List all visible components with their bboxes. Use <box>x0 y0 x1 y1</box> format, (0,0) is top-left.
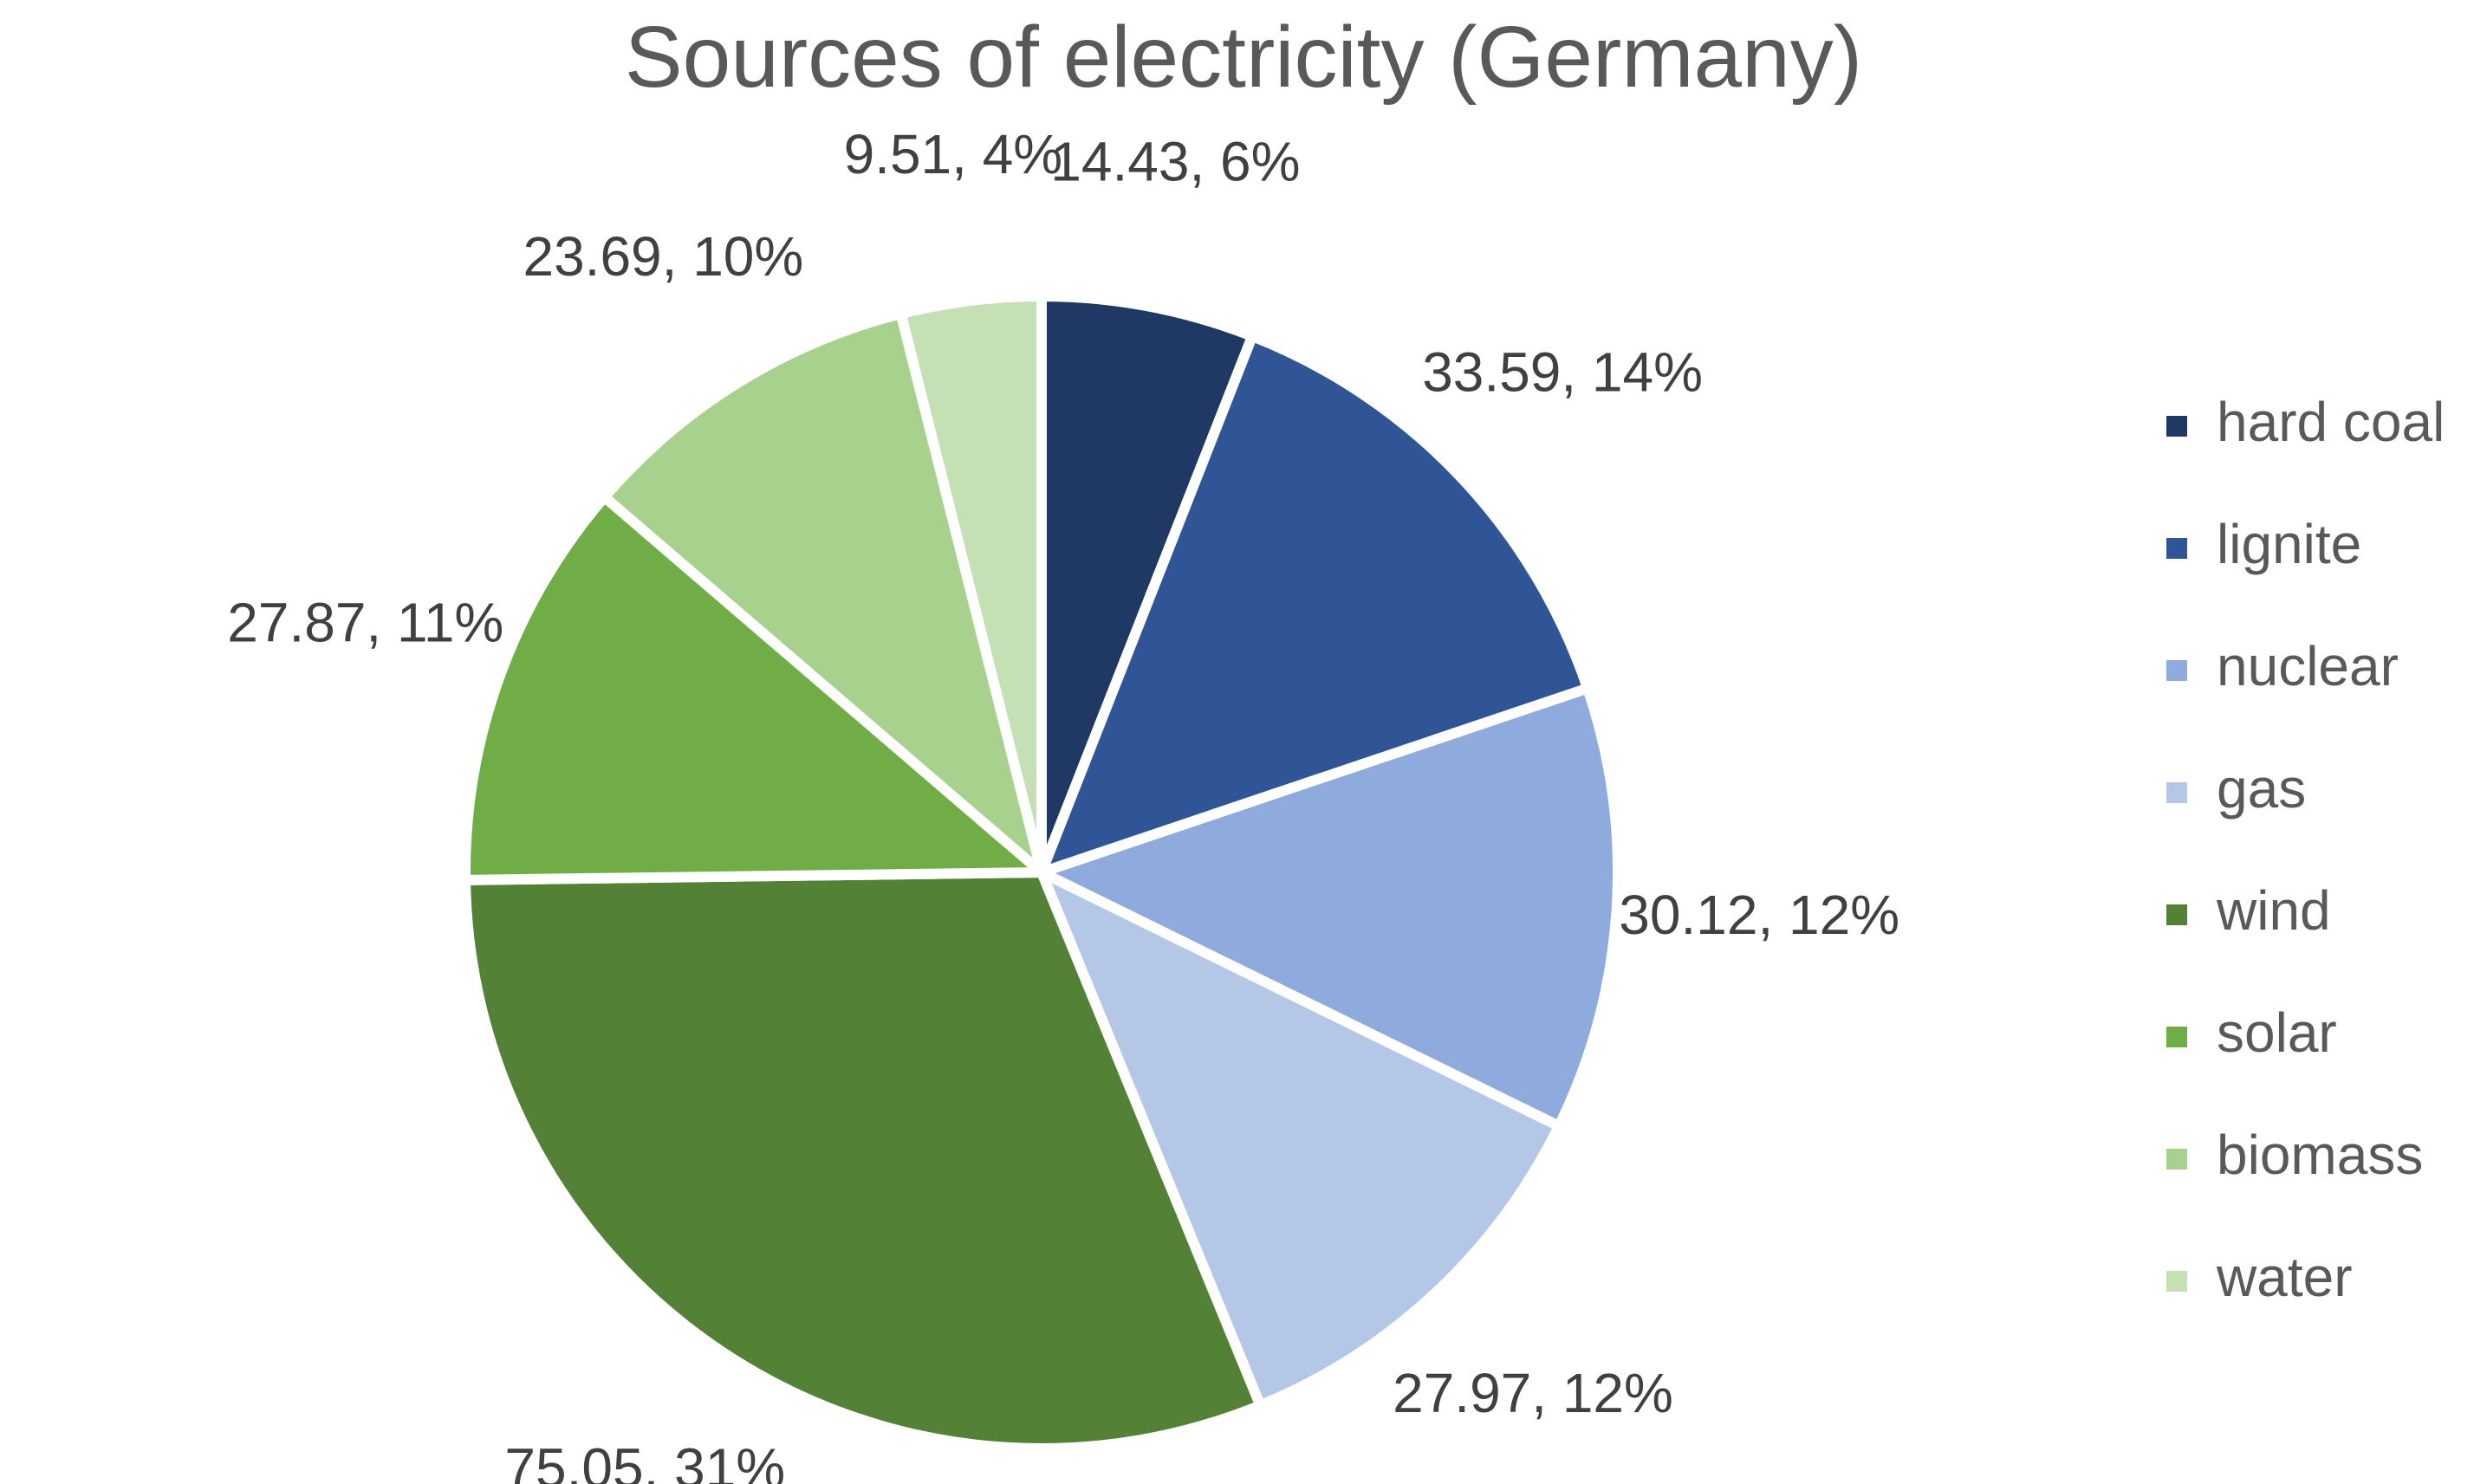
legend-label-gas: gas <box>2217 757 2306 820</box>
legend-swatch-water <box>2166 1271 2187 1292</box>
legend-swatch-solar <box>2166 1027 2187 1047</box>
data-label-wind: 75.05, 31% <box>504 1436 785 1484</box>
legend-item-solar: solar <box>2166 1001 2337 1064</box>
legend-label-wind: wind <box>2216 879 2331 942</box>
pie-slice-wind <box>460 867 1266 1454</box>
legend-item-wind: wind <box>2166 879 2331 942</box>
pie-slice-water <box>895 291 1047 878</box>
pie-slice-gas <box>1036 867 1565 1411</box>
data-label-lignite: 33.59, 14% <box>1422 341 1703 404</box>
data-label-gas: 27.97, 12% <box>1393 1362 1673 1424</box>
legend-label-solar: solar <box>2217 1001 2337 1064</box>
legend-swatch-biomass <box>2166 1149 2187 1170</box>
legend-swatch-hard-coal <box>2166 416 2187 437</box>
legend-item-gas: gas <box>2166 757 2306 820</box>
legend-swatch-gas <box>2166 782 2187 803</box>
data-labels: 14.43, 6% 33.59, 14% 30.12, 12% 27.97, 12% 7… <box>227 123 1899 1484</box>
pie-slices <box>460 291 1623 1454</box>
legend-item-nuclear: nuclear <box>2166 635 2399 697</box>
data-label-hard-coal: 14.43, 6% <box>1050 130 1300 192</box>
legend-label-water: water <box>2216 1246 2353 1308</box>
pie-slice-lignite <box>1036 331 1594 878</box>
legend-label-biomass: biomass <box>2217 1124 2423 1186</box>
pie-slice-solar <box>460 491 1047 885</box>
data-label-biomass: 23.69, 10% <box>523 225 803 288</box>
legend-swatch-lignite <box>2166 538 2187 559</box>
legend-item-biomass: biomass <box>2166 1124 2423 1186</box>
legend-item-hard-coal: hard coal <box>2166 391 2445 453</box>
legend: hard coal lignite nuclear gas wind solar bioma… <box>2166 391 2445 1308</box>
legend-label-hard-coal: hard coal <box>2217 391 2445 453</box>
legend-item-water: water <box>2166 1246 2353 1308</box>
chart-title: Sources of electricity (Germany) <box>625 9 1862 106</box>
data-label-nuclear: 30.12, 12% <box>1619 884 1899 946</box>
legend-item-lignite: lignite <box>2166 513 2361 575</box>
data-label-water: 9.51, 4% <box>844 123 1063 185</box>
pie-slice-nuclear <box>1036 683 1623 1131</box>
legend-label-nuclear: nuclear <box>2217 635 2399 697</box>
legend-swatch-wind <box>2166 904 2187 925</box>
legend-swatch-nuclear <box>2166 660 2187 681</box>
legend-label-lignite: lignite <box>2217 513 2361 575</box>
data-label-solar: 27.87, 11% <box>227 592 503 654</box>
